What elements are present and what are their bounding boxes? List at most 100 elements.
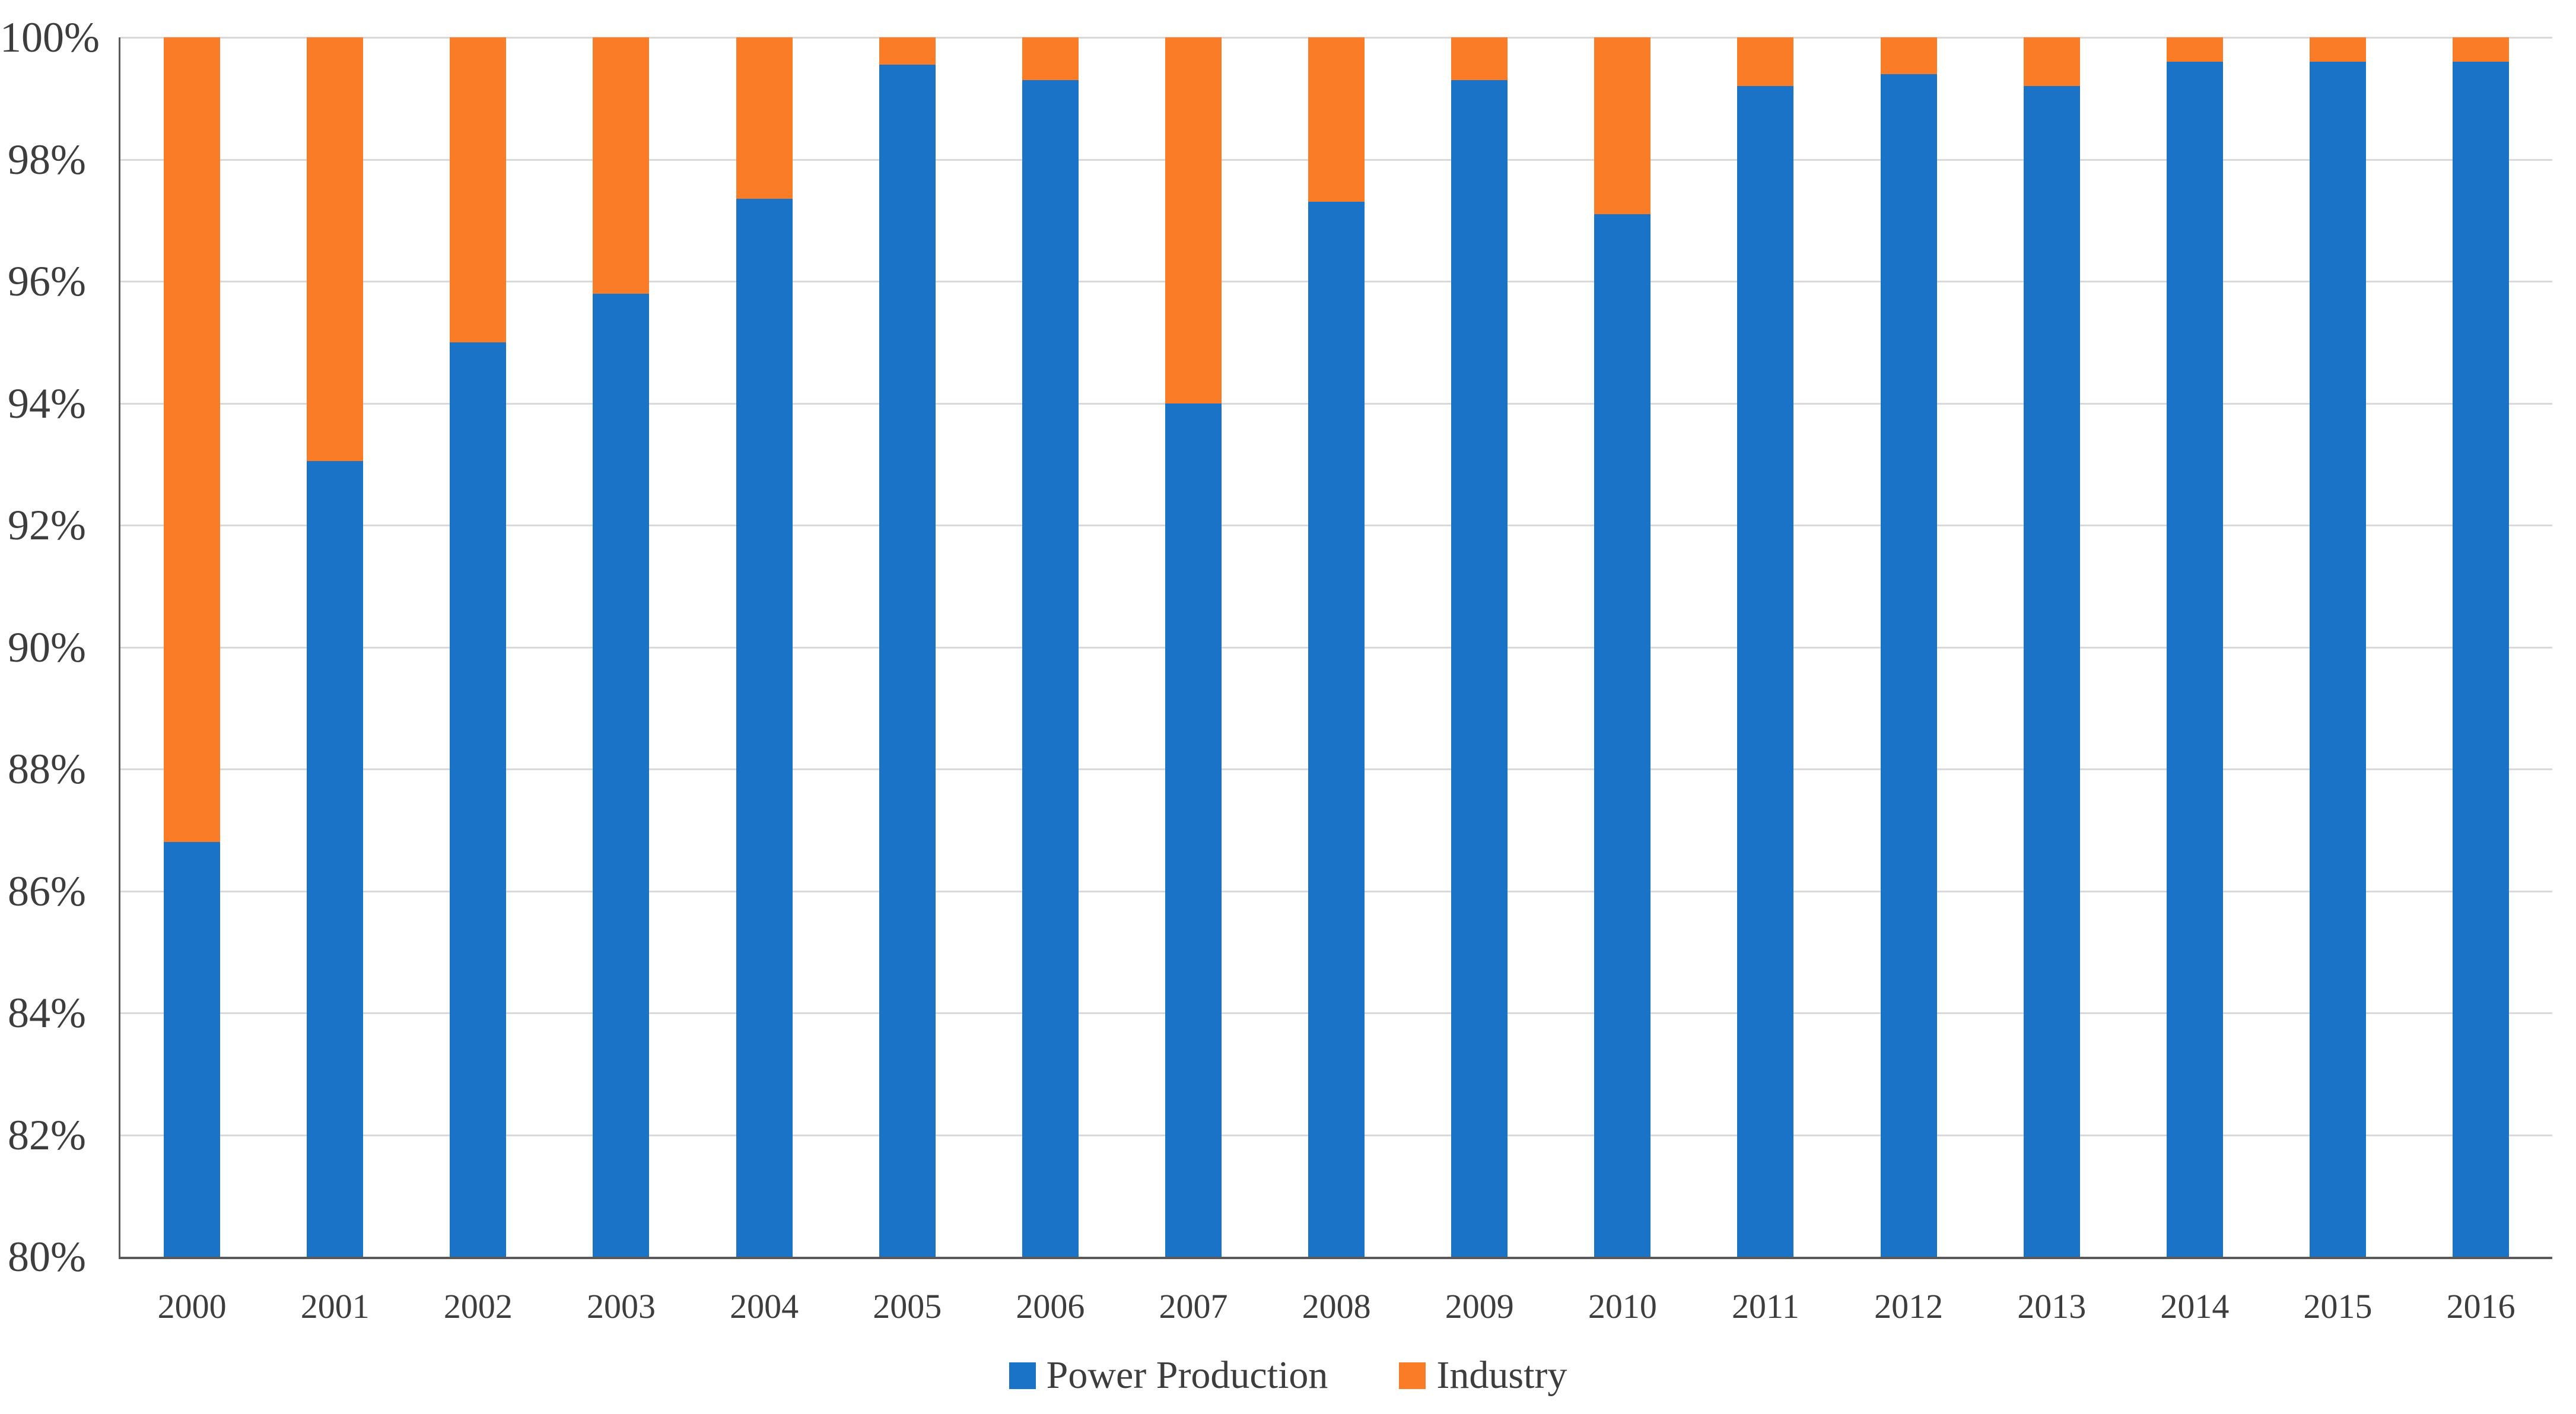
y-tick-label: 86% bbox=[8, 867, 86, 915]
y-tick-label: 80% bbox=[8, 1233, 86, 1280]
bar-slot bbox=[1837, 37, 1980, 1257]
x-tick-label: 2007 bbox=[1159, 1287, 1228, 1326]
x-tick-label: 2014 bbox=[2160, 1287, 2230, 1326]
bar-segment-industry bbox=[1308, 37, 1365, 202]
x-tick-label: 2005 bbox=[873, 1287, 942, 1326]
bar-segment-industry bbox=[736, 37, 793, 199]
bar-slot bbox=[693, 37, 836, 1257]
bar-segment-power-production bbox=[1165, 403, 1222, 1257]
bar-slot bbox=[1551, 37, 1694, 1257]
x-tick-label: 2001 bbox=[300, 1287, 370, 1326]
bar-segment-industry bbox=[593, 37, 650, 294]
bars-row bbox=[120, 37, 2552, 1257]
x-tick-label: 2000 bbox=[157, 1287, 227, 1326]
bar-slot bbox=[549, 37, 692, 1257]
y-axis: 100% 98% 96% 94% 92% 90% 88% 86% 84% 82% 80% bbox=[0, 16, 100, 1278]
y-axis-line bbox=[119, 37, 120, 1259]
y-tick-label: 88% bbox=[8, 745, 86, 793]
bar-segment-industry bbox=[2166, 37, 2223, 62]
bar-segment-industry bbox=[1737, 37, 1794, 87]
y-tick-label: 100% bbox=[0, 14, 100, 61]
bar-2008 bbox=[1308, 37, 1365, 1257]
bar-2005 bbox=[879, 37, 936, 1257]
y-tick-label: 82% bbox=[8, 1111, 86, 1159]
bar-segment-industry bbox=[307, 37, 364, 462]
bar-2010 bbox=[1594, 37, 1651, 1257]
bar-2004 bbox=[736, 37, 793, 1257]
bar-segment-industry bbox=[1594, 37, 1651, 214]
y-tick-label: 84% bbox=[8, 989, 86, 1037]
bar-slot bbox=[2409, 37, 2552, 1257]
legend-label: Industry bbox=[1436, 1353, 1567, 1397]
x-tick-label: 2003 bbox=[586, 1287, 656, 1326]
y-tick-label: 90% bbox=[8, 623, 86, 671]
bar-segment-industry bbox=[450, 37, 507, 342]
bar-slot bbox=[263, 37, 406, 1257]
bar-segment-power-production bbox=[2023, 86, 2080, 1257]
legend-item: Industry bbox=[1399, 1355, 1567, 1396]
bar-segment-industry bbox=[1165, 37, 1222, 403]
bar-2009 bbox=[1451, 37, 1508, 1257]
bar-slot bbox=[2123, 37, 2266, 1257]
bar-2000 bbox=[164, 37, 221, 1257]
bar-slot bbox=[1408, 37, 1551, 1257]
bar-2007 bbox=[1165, 37, 1222, 1257]
x-tick-label: 2010 bbox=[1588, 1287, 1657, 1326]
bar-segment-power-production bbox=[164, 842, 221, 1257]
bar-2016 bbox=[2453, 37, 2510, 1257]
bar-slot bbox=[1980, 37, 2123, 1257]
bar-segment-industry bbox=[879, 37, 936, 65]
legend-swatch-icon bbox=[1399, 1362, 1426, 1389]
x-tick-label: 2016 bbox=[2446, 1287, 2515, 1326]
x-axis: 2000 2001 2002 2003 2004 2005 2006 2007 2008 2009… bbox=[120, 1283, 2552, 1330]
bar-2013 bbox=[2023, 37, 2080, 1257]
bar-2011 bbox=[1737, 37, 1794, 1257]
bar-segment-power-production bbox=[2166, 62, 2223, 1257]
x-tick-label: 2009 bbox=[1445, 1287, 1514, 1326]
bar-segment-industry bbox=[2023, 37, 2080, 87]
legend-swatch-icon bbox=[1009, 1362, 1036, 1389]
x-tick-label: 2013 bbox=[2017, 1287, 2087, 1326]
bar-slot bbox=[1122, 37, 1265, 1257]
x-tick-label: 2004 bbox=[730, 1287, 799, 1326]
bar-2001 bbox=[307, 37, 364, 1257]
legend: Power Production Industry bbox=[0, 1352, 2576, 1399]
bar-segment-industry bbox=[1451, 37, 1508, 80]
bar-segment-industry bbox=[1880, 37, 1937, 74]
x-axis-line bbox=[119, 1257, 2552, 1259]
bar-slot bbox=[979, 37, 1122, 1257]
bar-2014 bbox=[2166, 37, 2223, 1257]
bar-segment-industry bbox=[2453, 37, 2510, 62]
bar-slot bbox=[2266, 37, 2409, 1257]
y-tick-label: 98% bbox=[8, 135, 86, 183]
bar-segment-industry bbox=[1022, 37, 1079, 80]
bar-2002 bbox=[450, 37, 507, 1257]
x-tick-label: 2012 bbox=[1874, 1287, 1944, 1326]
bar-2003 bbox=[593, 37, 650, 1257]
bar-segment-power-production bbox=[1737, 86, 1794, 1257]
x-tick-label: 2002 bbox=[443, 1287, 513, 1326]
x-tick-label: 2006 bbox=[1016, 1287, 1085, 1326]
bar-slot bbox=[120, 37, 263, 1257]
x-tick-label: 2008 bbox=[1302, 1287, 1371, 1326]
bar-segment-power-production bbox=[593, 293, 650, 1257]
x-tick-label: 2011 bbox=[1732, 1287, 1799, 1326]
bar-segment-power-production bbox=[2453, 62, 2510, 1257]
bar-segment-power-production bbox=[1880, 74, 1937, 1257]
x-tick-label: 2015 bbox=[2303, 1287, 2373, 1326]
legend-item: Power Production bbox=[1009, 1355, 1328, 1396]
bar-2015 bbox=[2309, 37, 2366, 1257]
bar-slot bbox=[836, 37, 979, 1257]
bar-slot bbox=[1694, 37, 1837, 1257]
legend-label: Power Production bbox=[1046, 1353, 1328, 1397]
y-tick-label: 92% bbox=[8, 501, 86, 549]
bar-segment-industry bbox=[2309, 37, 2366, 62]
bar-slot bbox=[1265, 37, 1408, 1257]
bar-segment-power-production bbox=[450, 342, 507, 1257]
bar-segment-power-production bbox=[1451, 80, 1508, 1257]
bar-2006 bbox=[1022, 37, 1079, 1257]
y-tick-label: 94% bbox=[8, 379, 86, 427]
y-tick-label: 96% bbox=[8, 258, 86, 305]
bar-segment-power-production bbox=[879, 65, 936, 1257]
bar-segment-power-production bbox=[2309, 62, 2366, 1257]
